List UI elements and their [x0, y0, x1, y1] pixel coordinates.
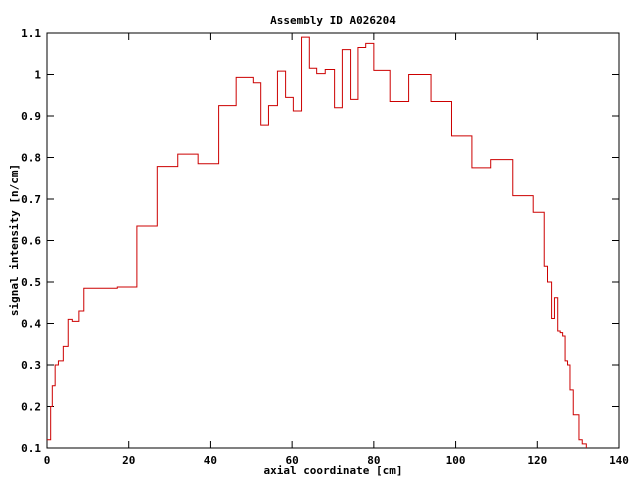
y-tick-label: 0.4: [21, 318, 41, 331]
y-tick-label: 0.1: [21, 442, 41, 455]
y-tick-label: 1: [34, 69, 41, 82]
y-tick-label: 0.2: [21, 401, 41, 414]
y-tick-label: 1.1: [21, 27, 41, 40]
y-axis: 0.1 0.2 0.3 0.4 0.5 0.6 0.7 0.8 0.9 1 1.1: [21, 27, 619, 455]
chart-title: Assembly ID A026204: [270, 14, 396, 27]
x-axis-label: axial coordinate [cm]: [263, 464, 402, 477]
signal-step-line: [47, 36, 587, 448]
y-tick-label: 0.9: [21, 110, 41, 123]
y-tick-label: 0.6: [21, 235, 41, 248]
y-tick-label: 0.7: [21, 193, 41, 206]
x-tick-label: 20: [122, 454, 135, 467]
x-tick-label: 40: [204, 454, 217, 467]
x-axis: 0 20 40 60 80 100 120 140: [44, 33, 629, 467]
x-tick-label: 100: [446, 454, 466, 467]
y-tick-label: 0.8: [21, 152, 41, 165]
x-tick-label: 0: [44, 454, 51, 467]
y-tick-label: 0.3: [21, 359, 41, 372]
x-tick-label: 140: [609, 454, 629, 467]
y-tick-label: 0.5: [21, 276, 41, 289]
x-tick-label: 120: [527, 454, 547, 467]
x-tick-label: 60: [286, 454, 299, 467]
y-axis-label: signal intensity [n/cm]: [8, 164, 21, 316]
plot-frame: [46, 32, 620, 449]
x-tick-label: 80: [367, 454, 380, 467]
